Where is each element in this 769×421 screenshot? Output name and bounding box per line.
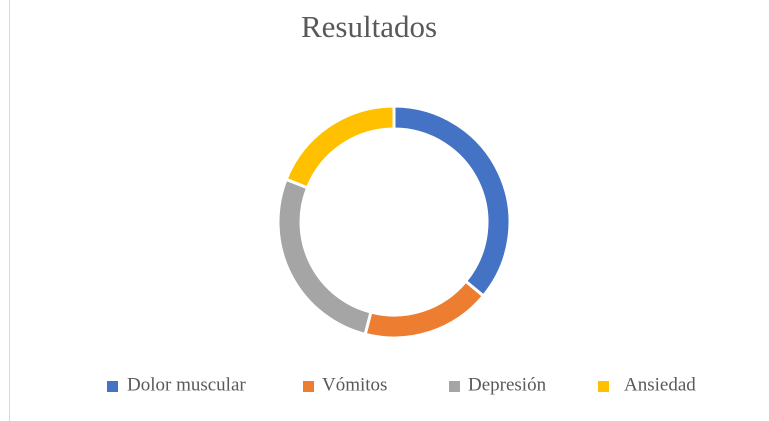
legend-swatch — [303, 381, 314, 392]
legend-swatch — [598, 381, 609, 392]
donut-segment — [284, 104, 396, 190]
legend-label: Ansiedad — [624, 374, 696, 395]
legend-swatch — [107, 381, 118, 392]
legend-label: Vómitos — [322, 374, 387, 395]
legend-label: Depresión — [468, 374, 547, 395]
legend-label: Dolor muscular — [127, 374, 246, 395]
legend-swatch — [449, 381, 460, 392]
chart-frame — [9, 0, 10, 421]
donut-segment — [276, 177, 373, 337]
chart-title: Resultados — [301, 9, 437, 44]
donut-segment — [392, 104, 512, 299]
donut-segment — [363, 279, 486, 340]
